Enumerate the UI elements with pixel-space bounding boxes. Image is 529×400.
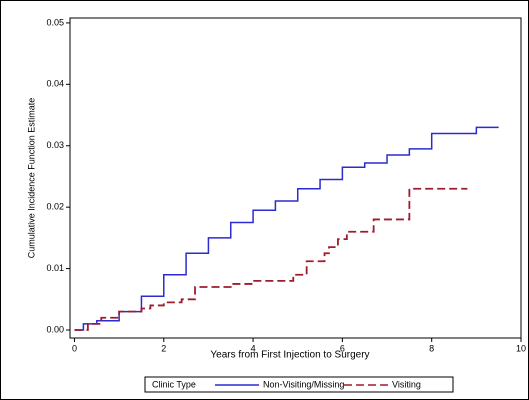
x-axis-label: Years from First Injection to Surgery — [210, 350, 369, 361]
y-tick-label: 0.00 — [46, 324, 64, 334]
series-line — [74, 126, 499, 331]
x-tick-label: 10 — [516, 343, 526, 353]
legend-label: Non-Visiting/Missing — [263, 379, 344, 389]
y-tick-label: 0.02 — [46, 202, 64, 212]
x-tick-label: 0 — [72, 343, 77, 353]
y-tick-label: 0.01 — [46, 263, 64, 273]
legend-box — [144, 376, 454, 393]
legend-label: Visiting — [392, 379, 421, 389]
legend-title: Clinic Type — [152, 379, 196, 389]
x-tick-label: 6 — [340, 343, 345, 353]
x-tick-label: 8 — [429, 343, 434, 353]
series-line — [74, 187, 468, 331]
x-tick-label: 2 — [161, 343, 166, 353]
y-tick-label: 0.04 — [46, 79, 64, 89]
plot-area — [69, 17, 522, 339]
legend: Clinic Type Non-Visiting/Missing Visiting — [144, 376, 454, 393]
y-tick-label: 0.05 — [46, 17, 64, 27]
y-axis-label: Cumulative Incidence Function Estimate — [26, 98, 36, 259]
x-tick-label: 4 — [251, 343, 256, 353]
y-tick-label: 0.03 — [46, 140, 64, 150]
